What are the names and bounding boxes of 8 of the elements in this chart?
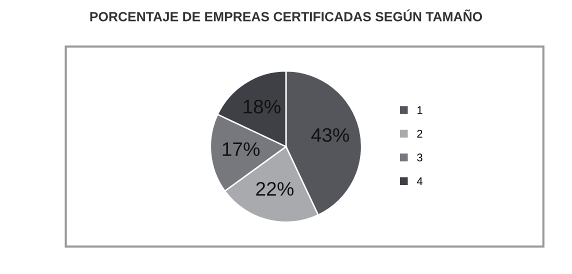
legend-label: 2 bbox=[417, 130, 422, 138]
chart-title: PORCENTAJE DE EMPREAS CERTIFICADAS SEGÚN TAMAÑO bbox=[90, 9, 482, 22]
legend-label: 3 bbox=[417, 154, 422, 162]
data-label: 17% bbox=[222, 142, 260, 156]
data-label: 22% bbox=[256, 182, 294, 196]
data-label: 43% bbox=[311, 128, 350, 142]
legend-label: 4 bbox=[416, 177, 423, 185]
legend-label: 1 bbox=[417, 106, 422, 114]
